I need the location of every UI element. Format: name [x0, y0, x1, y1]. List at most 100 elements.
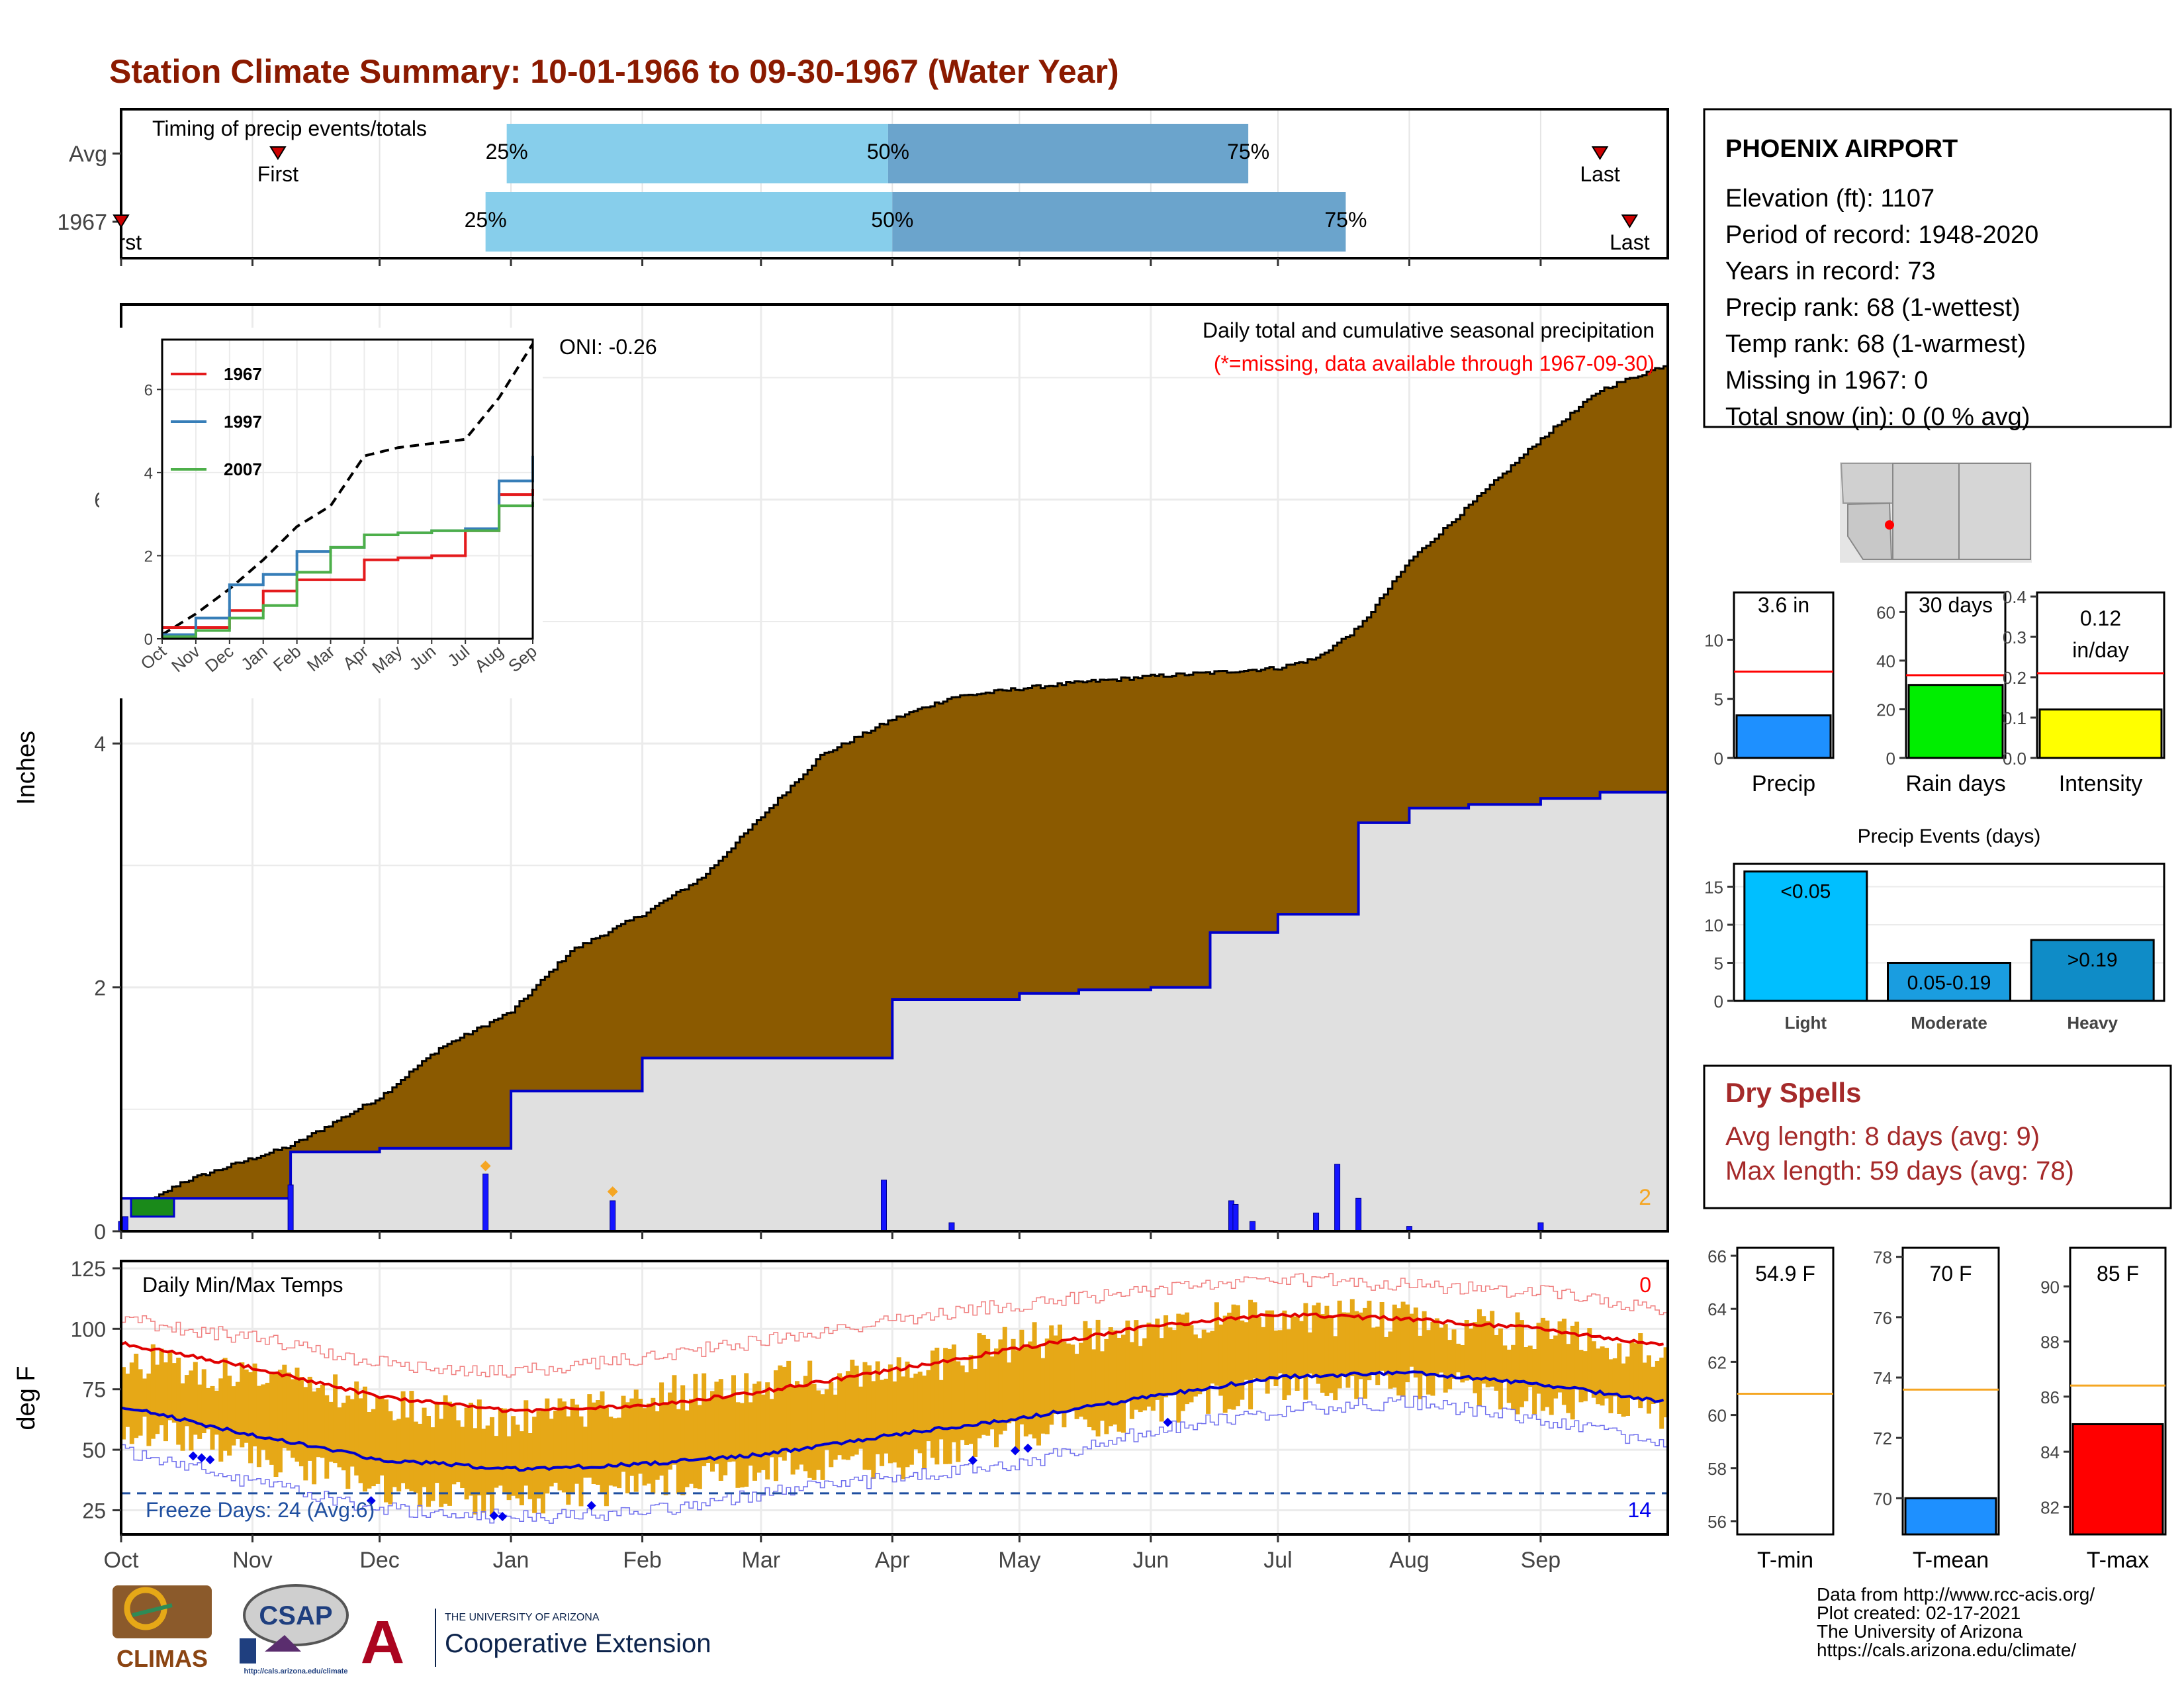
daily-temp-bar: [807, 1360, 813, 1478]
location-map: [1840, 462, 2032, 563]
temp-value-label: 85 F: [2097, 1262, 2139, 1286]
daily-temp-bar: [498, 1408, 503, 1486]
daily-temp-bar: [1002, 1327, 1007, 1431]
daily-temp-bar: [400, 1391, 406, 1483]
daily-precip-bar: [1355, 1197, 1362, 1232]
daily-temp-bar: [1379, 1302, 1385, 1371]
daily-temp-bar: [1244, 1322, 1249, 1380]
daily-temp-bar: [1028, 1341, 1033, 1434]
daily-temp-bar: [1638, 1333, 1643, 1409]
daily-temp-bar: [1426, 1330, 1431, 1395]
daily-temp-bar: [125, 1374, 130, 1427]
csap-url: http://cals.arizona.edu/climate: [244, 1667, 347, 1675]
daily-temp-bar: [1460, 1345, 1465, 1383]
event-bar: [2030, 939, 2155, 1002]
y-axis-label: deg F: [13, 1366, 40, 1430]
daily-temp-bar: [913, 1374, 919, 1450]
month-label: Aug: [1389, 1548, 1430, 1573]
daily-temp-bar: [858, 1386, 864, 1449]
footer-line: Data from http://www.rcc-acis.org/: [1817, 1584, 2095, 1605]
month-label: Apr: [875, 1548, 910, 1573]
daily-precip-bar: [1334, 1164, 1341, 1232]
daily-temp-bar: [1023, 1346, 1028, 1436]
daily-temp-bar: [1333, 1336, 1338, 1401]
daily-temp-bar: [261, 1384, 266, 1450]
station-detail: Missing in 1967: 0: [1725, 367, 1928, 395]
daily-temp-bar: [167, 1352, 173, 1421]
daily-temp-bar: [477, 1399, 482, 1496]
early-precip-box: [130, 1197, 175, 1218]
month-label: Jan: [493, 1548, 529, 1573]
summary-y-tick-label: 10: [1704, 630, 1723, 650]
daily-temp-bar: [824, 1389, 829, 1450]
record-low-marker: [968, 1456, 978, 1466]
summary-bar: [1735, 714, 1832, 759]
daily-temp-bar: [1337, 1300, 1342, 1389]
daily-temp-bar: [1409, 1313, 1414, 1367]
daily-temp-bar: [850, 1360, 855, 1457]
daily-temp-bar: [349, 1399, 355, 1467]
daily-temp-bar: [1600, 1346, 1605, 1406]
daily-temp-bar: [244, 1369, 249, 1443]
daily-temp-bar: [756, 1381, 762, 1473]
daily-temp-bar: [282, 1364, 287, 1448]
daily-temp-bar: [964, 1372, 970, 1445]
summary-y-tick-label: 0.2: [2003, 668, 2026, 688]
ua-top-text: THE UNIVERSITY OF ARIZONA: [445, 1612, 600, 1623]
daily-temp-bar: [1582, 1351, 1588, 1401]
timing-row-label: Avg: [69, 142, 107, 167]
daily-temp-bar: [549, 1419, 554, 1487]
last-marker: [1621, 214, 1639, 228]
daily-temp-bar: [553, 1411, 559, 1483]
daily-temp-bar: [511, 1416, 516, 1496]
last-label: Last: [1610, 230, 1650, 254]
station-detail: Precip rank: 68 (1-wettest): [1725, 294, 2021, 322]
daily-temp-bar: [1342, 1312, 1346, 1375]
state-shape: [1847, 502, 1893, 560]
daily-precip-bar: [482, 1173, 489, 1232]
record-low-marker: [366, 1496, 376, 1506]
summary-x-label: Precip: [1752, 771, 1815, 796]
daily-precip-bar: [1250, 1221, 1256, 1232]
daily-temp-bar: [1596, 1348, 1601, 1405]
daily-temp-bar: [1502, 1345, 1508, 1380]
daily-temp-bar: [578, 1416, 584, 1507]
daily-temp-bar: [833, 1394, 838, 1460]
daily-temp-bar: [375, 1397, 381, 1484]
temp-y-tick-label: 72: [1873, 1429, 1892, 1448]
daily-temp-bar: [651, 1397, 656, 1494]
daily-temp-bar: [676, 1409, 681, 1494]
month-label: Mar: [742, 1548, 781, 1573]
daily-temp-bar: [532, 1417, 537, 1513]
daily-temp-bar: [981, 1335, 986, 1435]
q25-label: 25%: [465, 208, 507, 232]
daily-temp-bar: [1612, 1358, 1617, 1397]
temps-title: Daily Min/Max Temps: [142, 1273, 343, 1297]
summary-x-label: Intensity: [2059, 771, 2143, 796]
daily-temp-bar: [1405, 1304, 1410, 1383]
daily-temp-bar: [1011, 1338, 1016, 1422]
daily-temp-bar: [1265, 1310, 1270, 1394]
daily-temp-bar: [1070, 1344, 1075, 1411]
temp-y-tick-label: 56: [1707, 1512, 1727, 1532]
event-bar: [1887, 962, 2011, 1002]
daily-temp-bar: [210, 1385, 215, 1450]
daily-temp-bar: [418, 1423, 423, 1507]
events-frame: [1733, 863, 2165, 1002]
daily-temp-bar: [1231, 1304, 1236, 1410]
daily-temp-bar: [1451, 1329, 1457, 1379]
daily-precip-bar: [1232, 1203, 1239, 1232]
daily-temp-bar: [1303, 1303, 1308, 1400]
temp-y-tick-label: 62: [1707, 1352, 1727, 1372]
daily-temp-bar: [1091, 1349, 1097, 1430]
temp-y-tick-label: 78: [1873, 1248, 1892, 1268]
daily-temp-bar: [765, 1382, 770, 1479]
daily-temp-bar: [1328, 1317, 1334, 1393]
month-label: Jul: [1263, 1548, 1292, 1573]
daily-temp-bar: [1248, 1299, 1253, 1410]
daily-temp-bar: [689, 1399, 694, 1484]
daily-temp-bar: [655, 1411, 660, 1480]
daily-temp-bar: [455, 1420, 461, 1483]
daily-temp-bar: [1324, 1305, 1330, 1396]
daily-temp-bar: [985, 1338, 991, 1436]
